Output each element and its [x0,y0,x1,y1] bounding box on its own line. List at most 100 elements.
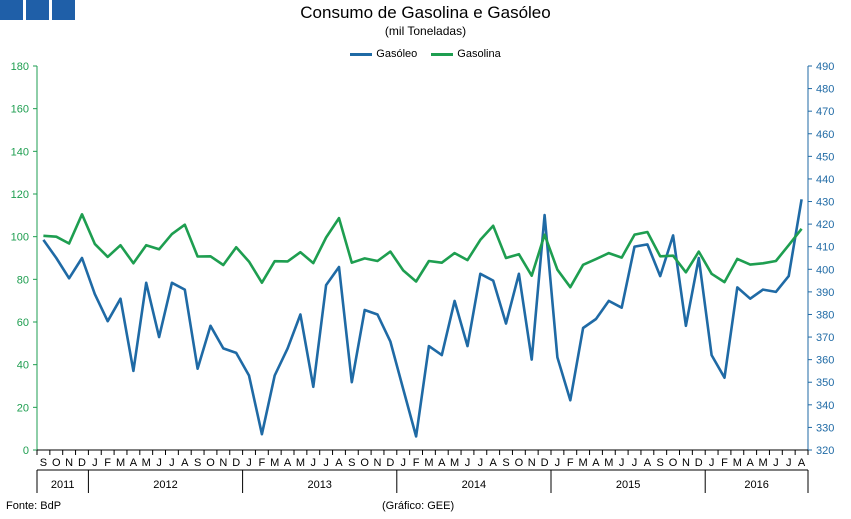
x-axis-month-label: F [259,457,266,469]
x-axis-month-label: M [424,457,433,469]
x-axis-month-label: A [130,457,138,469]
left-axis-tick-label: 20 [17,402,29,414]
legend-item-gasoleo: Gasóleo [350,48,417,60]
x-axis-month-label: J [323,457,329,469]
header-blocks [0,0,75,20]
x-axis-month-label: M [450,457,459,469]
left-axis-tick-label: 180 [11,61,29,73]
x-axis-month-label: J [465,457,471,469]
right-axis-tick-label: 460 [816,129,834,141]
x-axis-month-label: J [92,457,98,469]
x-axis-month-label: S [40,457,47,469]
x-axis-month-label: A [747,457,755,469]
right-axis-tick-label: 370 [816,332,834,344]
x-axis-year-label: 2014 [462,479,486,491]
right-axis-tick-label: 440 [816,174,834,186]
x-axis-month-label: A [644,457,652,469]
x-axis-month-label: D [541,457,549,469]
x-axis-month-label: M [758,457,767,469]
x-axis-month-label: O [515,457,524,469]
x-axis-year-label: 2013 [307,479,331,491]
left-axis-tick-label: 80 [17,274,29,286]
x-axis-month-label: M [142,457,151,469]
x-axis-month-label: M [296,457,305,469]
x-axis-month-label: O [52,457,61,469]
right-axis-tick-label: 330 [816,422,834,434]
series-line-gasolina [43,213,803,289]
x-axis-month-label: J [632,457,638,469]
left-axis-tick-label: 120 [11,189,29,201]
legend-label-gasoleo: Gasóleo [376,48,418,60]
right-axis-tick-label: 390 [816,287,834,299]
x-axis-month-label: M [116,457,125,469]
x-axis-month-label: O [669,457,678,469]
x-axis-year-label: 2015 [616,479,640,491]
x-axis-month-label: J [773,457,779,469]
x-axis-month-label: A [798,457,806,469]
x-axis-year-label: 2012 [153,479,177,491]
chart-title: Consumo de Gasolina e Gasóleo [300,3,551,22]
x-axis-year-label: 2016 [744,479,768,491]
x-axis-month-label: M [270,457,279,469]
right-axis-tick-label: 380 [816,309,834,321]
legend-label-gasolina: Gasolina [457,48,501,60]
right-axis-tick-label: 410 [816,242,834,254]
x-axis-month-label: N [374,457,382,469]
x-axis-year-label: 2011 [51,479,75,491]
x-axis-month-label: A [335,457,343,469]
left-axis-tick-label: 40 [17,360,29,372]
x-axis-month-label: N [65,457,73,469]
x-axis-month-label: S [194,457,201,469]
right-axis-tick-label: 400 [816,264,834,276]
x-axis-month-label: F [413,457,420,469]
right-axis-tick-label: 470 [816,106,834,118]
x-axis-month-label: F [104,457,111,469]
x-axis-month-label: F [567,457,574,469]
x-axis-month-label: J [400,457,406,469]
x-axis-month-label: A [592,457,600,469]
left-axis-tick-label: 0 [23,445,29,457]
chart-subtitle: (mil Toneladas) [384,24,467,38]
x-axis-month-label: A [284,457,292,469]
x-axis-month-label: A [181,457,189,469]
x-axis-month-label: J [156,457,162,469]
x-axis-month-label: J [246,457,252,469]
series-line-gasoleo [42,199,803,438]
right-axis-tick-label: 430 [816,197,834,209]
right-axis-tick-label: 340 [816,400,834,412]
left-axis-tick-label: 160 [11,104,29,116]
left-axis-tick-label: 140 [11,146,29,158]
right-axis-tick-label: 490 [816,61,834,73]
x-axis-month-label: J [169,457,175,469]
credit-note: (Gráfico: GEE) [382,500,455,512]
legend-swatch-gasoleo [350,52,373,56]
right-axis-tick-label: 420 [816,219,834,231]
x-axis-month-label: D [695,457,703,469]
x-axis-month-label: D [232,457,240,469]
right-axis-tick-label: 450 [816,151,834,163]
x-axis-month-label: J [619,457,625,469]
header-block-3 [52,0,75,20]
x-axis-month-label: M [733,457,742,469]
right-axis-tick-label: 320 [816,445,834,457]
x-axis-month-label: N [682,457,690,469]
x-axis-month-label: J [709,457,715,469]
x-axis-month-label: O [206,457,215,469]
x-axis-month-label: O [360,457,369,469]
source-note: Fonte: BdP [6,500,62,512]
right-axis-tick-label: 350 [816,377,834,389]
left-axis-tick-label: 60 [17,317,29,329]
x-axis-month-label: D [78,457,86,469]
legend-item-gasolina: Gasolina [431,48,501,60]
right-axis-tick-label: 480 [816,84,834,96]
right-axis-tick-label: 360 [816,355,834,367]
x-axis-month-label: F [721,457,728,469]
x-axis-month-label: A [438,457,446,469]
x-axis-month-label: M [604,457,613,469]
legend-swatch-gasolina [431,52,454,56]
x-axis-month-label: D [386,457,394,469]
x-axis-month-label: N [528,457,536,469]
x-axis-month-label: S [502,457,509,469]
x-axis-month-label: S [657,457,664,469]
